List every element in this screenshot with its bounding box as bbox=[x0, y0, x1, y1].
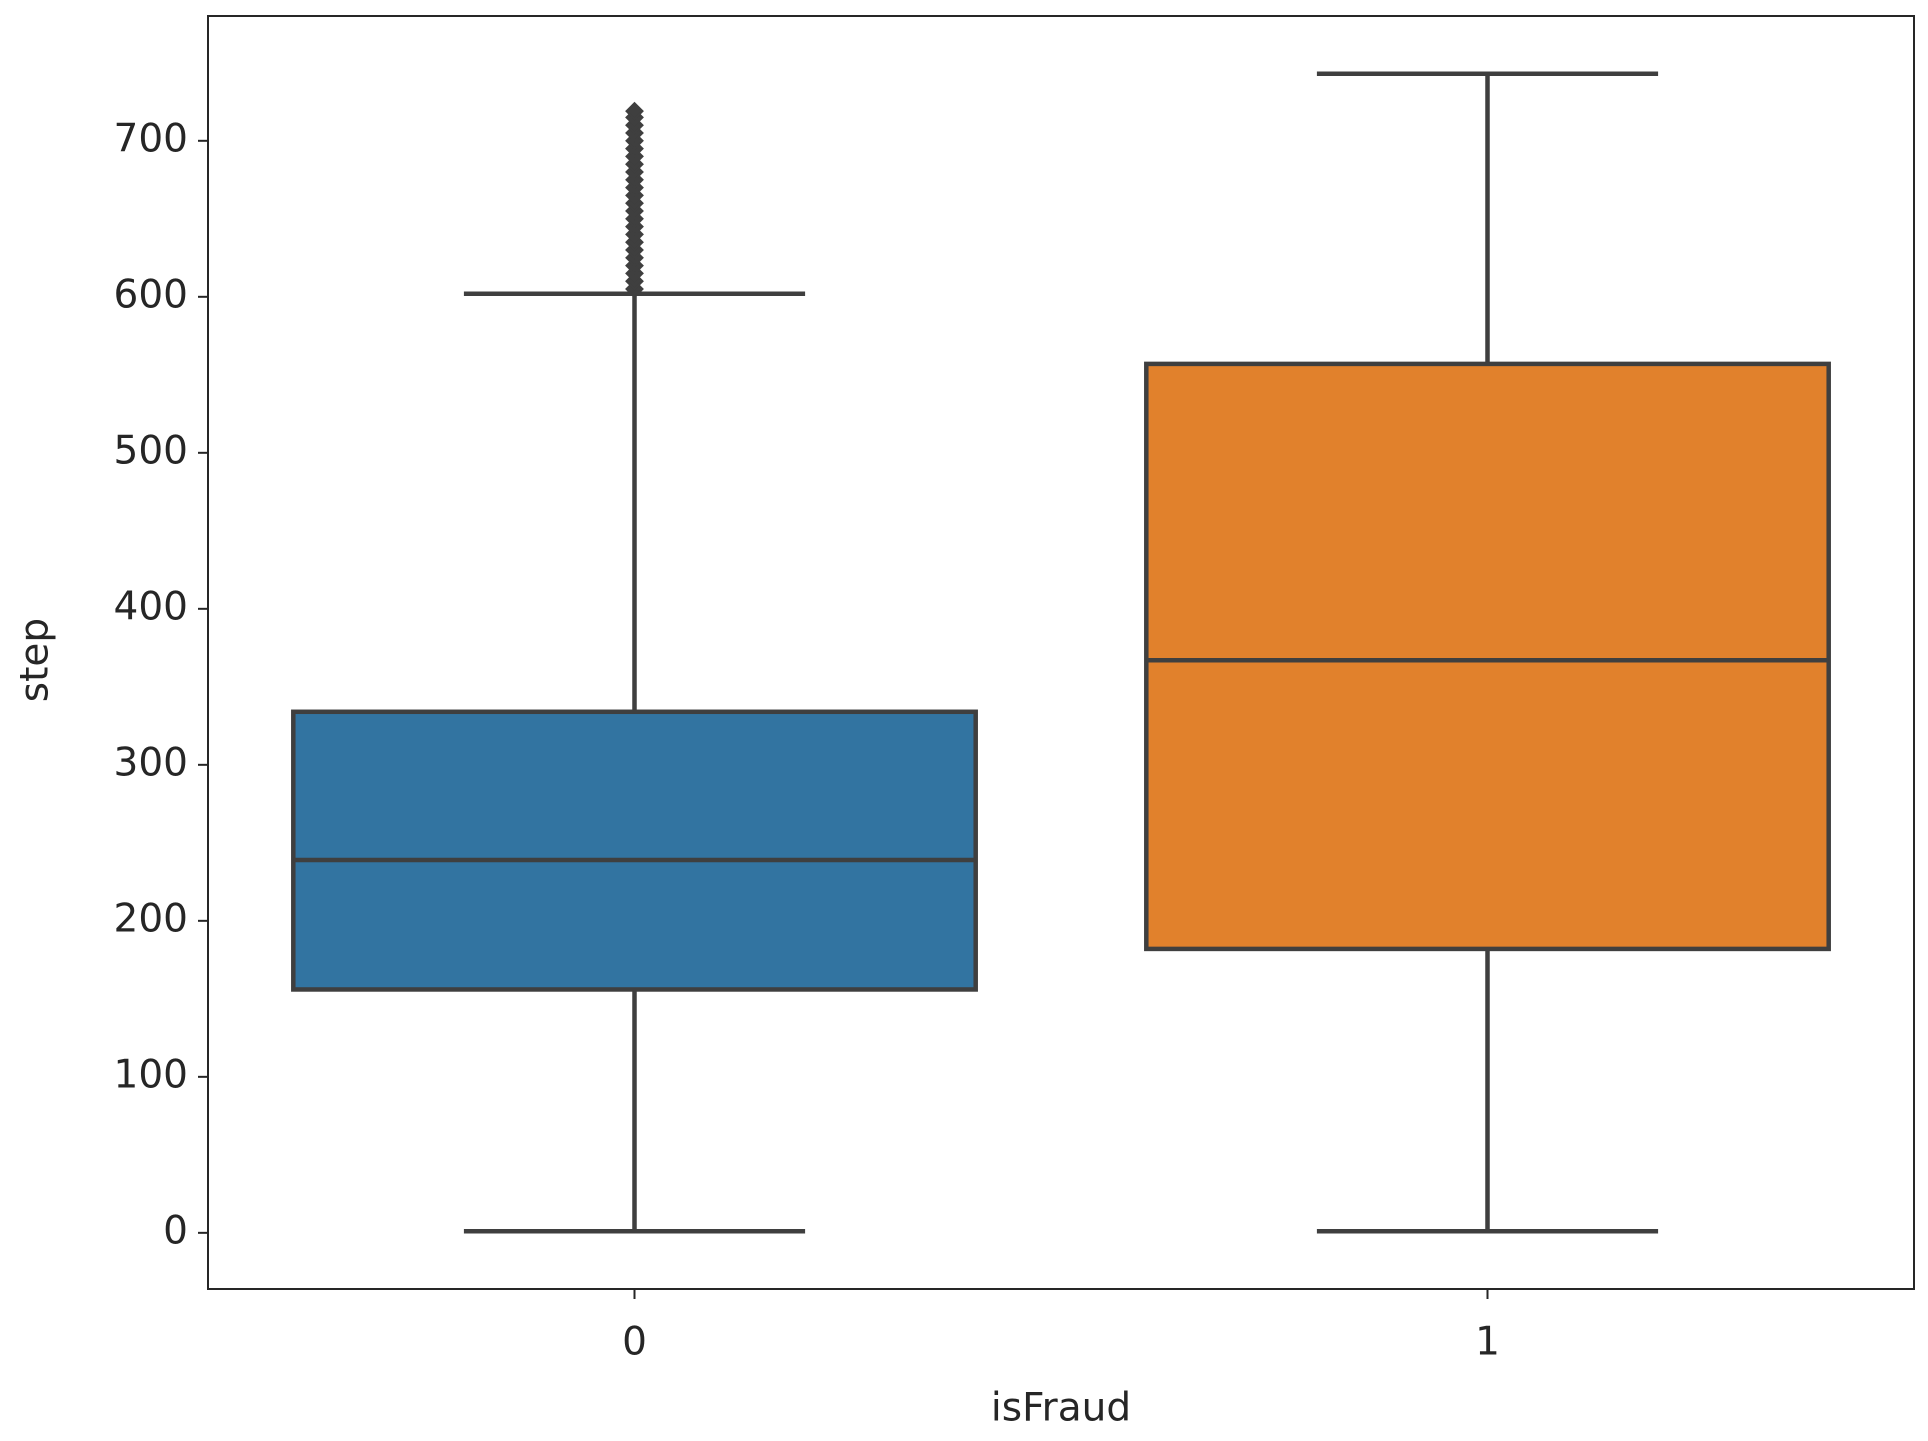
box bbox=[291, 709, 978, 992]
y-tick-label: 100 bbox=[114, 1052, 188, 1097]
y-tick-label: 300 bbox=[114, 740, 188, 785]
x-tick-label: 1 bbox=[1475, 1320, 1500, 1365]
y-tick-label: 0 bbox=[163, 1208, 188, 1253]
y-tick-label: 600 bbox=[114, 272, 188, 317]
y-tick-label: 700 bbox=[114, 116, 188, 161]
y-tick-label: 400 bbox=[114, 584, 188, 629]
x-axis-label: isFraud bbox=[991, 1386, 1131, 1431]
y-tick-label: 200 bbox=[114, 896, 188, 941]
y-tick-label: 500 bbox=[114, 428, 188, 473]
plot-frame bbox=[207, 15, 1915, 1290]
y-axis-label: step bbox=[13, 618, 58, 702]
x-tick-label: 0 bbox=[622, 1320, 647, 1365]
outlier bbox=[625, 101, 644, 121]
box bbox=[1144, 361, 1831, 952]
